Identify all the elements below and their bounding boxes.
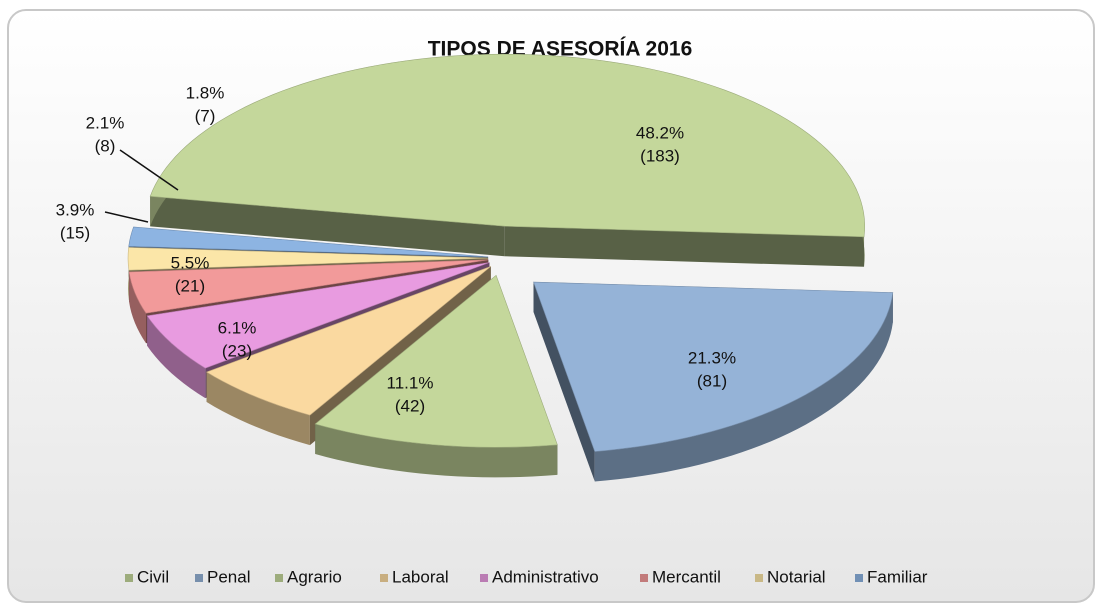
slice <box>205 266 491 416</box>
data-label: 1.8% <box>186 83 225 102</box>
data-label: 48.2% <box>636 123 684 142</box>
data-label: 11.1% <box>387 373 434 392</box>
data-label: 5.5% <box>171 253 210 272</box>
legend-label: Penal <box>207 567 250 586</box>
data-label: 6.1% <box>218 318 257 337</box>
data-label: (23) <box>222 341 252 360</box>
slice-side <box>147 315 206 399</box>
slice <box>128 259 489 314</box>
legend-label: Agrario <box>287 567 342 586</box>
slice <box>127 247 489 271</box>
slice-side <box>206 372 310 446</box>
slice <box>146 262 490 369</box>
legend-swatch <box>380 574 388 582</box>
legend-label: Notarial <box>767 567 826 586</box>
data-label: 3.9% <box>56 200 95 219</box>
slice-side <box>533 282 595 482</box>
legend-swatch <box>195 574 203 582</box>
slice-group <box>533 281 894 482</box>
slice-group <box>149 53 865 267</box>
legend-label: Laboral <box>392 567 449 586</box>
data-label: (21) <box>175 276 205 295</box>
legend-label: Administrativo <box>492 567 599 586</box>
legend-swatch <box>640 574 648 582</box>
leader-line <box>104 211 149 223</box>
leader-line <box>119 149 179 191</box>
data-label: (42) <box>395 396 425 415</box>
slice-side <box>129 271 146 344</box>
data-label: (183) <box>640 146 680 165</box>
legend-swatch <box>755 574 763 582</box>
legend-label: Mercantil <box>652 567 721 586</box>
legend-label: Civil <box>137 567 169 586</box>
slice-side <box>594 292 893 482</box>
legend-label: Familiar <box>867 567 928 586</box>
slice-group <box>314 274 558 478</box>
data-label: (15) <box>60 223 90 242</box>
legend-swatch <box>480 574 488 582</box>
data-label: 2.1% <box>86 113 125 132</box>
data-label: 21.3% <box>688 348 736 367</box>
slice <box>314 274 558 448</box>
slice <box>149 53 865 238</box>
slice-side <box>504 226 865 267</box>
slice-side <box>150 196 505 257</box>
legend-swatch <box>125 574 133 582</box>
slice-side <box>315 424 558 478</box>
data-label: (81) <box>697 371 727 390</box>
data-label: (7) <box>195 106 216 125</box>
data-label: (8) <box>95 136 116 155</box>
slice <box>533 281 894 452</box>
slice <box>128 226 489 258</box>
legend-swatch <box>275 574 283 582</box>
legend-swatch <box>855 574 863 582</box>
